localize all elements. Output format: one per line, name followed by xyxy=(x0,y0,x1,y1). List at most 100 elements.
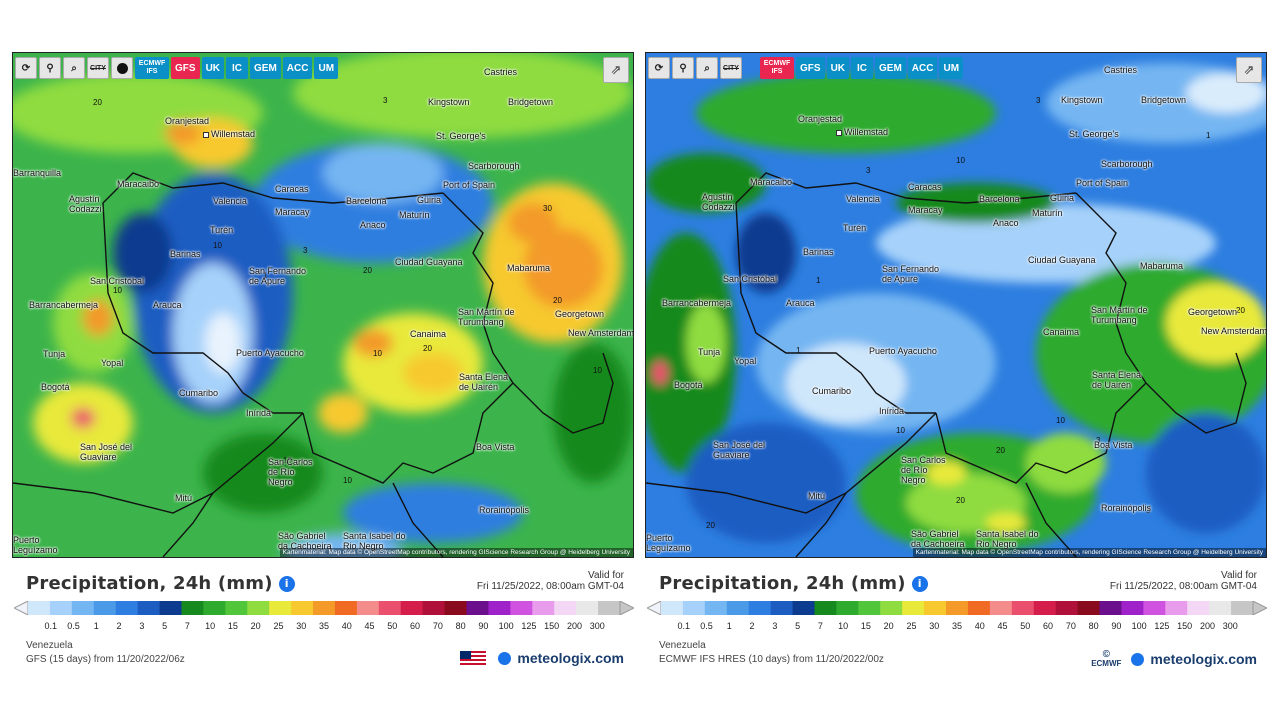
model-gfs-button[interactable]: GFS xyxy=(796,57,825,79)
city-label: Boa Vista xyxy=(476,442,515,452)
city-label: Barranquilla xyxy=(13,168,62,178)
city-label: Rorainópolis xyxy=(479,505,530,515)
scale-swatch xyxy=(334,601,358,615)
scale-swatch xyxy=(1055,601,1079,615)
color-scale-bar xyxy=(647,601,1267,615)
city-label: Turén xyxy=(843,223,867,233)
model-um-button[interactable]: UM xyxy=(314,57,339,79)
city-label: Scarborough xyxy=(1101,159,1153,169)
city-label: Bogotá xyxy=(41,382,70,392)
svg-text:20: 20 xyxy=(553,296,562,305)
scale-tick-label: 50 xyxy=(387,621,398,631)
location-button[interactable]: ⚲ xyxy=(672,57,694,79)
city-label: Yopal xyxy=(734,356,757,366)
scale-tick-label: 300 xyxy=(589,621,605,631)
zoom-button[interactable]: ⌕ xyxy=(63,57,85,79)
zoom-icon: ⌕ xyxy=(71,62,77,74)
info-icon[interactable]: i xyxy=(911,576,928,592)
region-label: Venezuela xyxy=(26,640,73,651)
model-gem-button[interactable]: GEM xyxy=(250,57,281,79)
city-label: Kingstown xyxy=(1061,95,1103,105)
city-label: Valencia xyxy=(213,196,247,206)
city-label: Mabaruma xyxy=(507,263,551,273)
scale-swatch xyxy=(378,601,402,615)
model-uk-button[interactable]: UK xyxy=(201,57,225,79)
svg-text:3: 3 xyxy=(383,96,388,105)
brand-logo[interactable]: meteologix.com xyxy=(460,650,624,666)
scale-swatch xyxy=(1121,601,1144,615)
scale-swatch xyxy=(1231,601,1254,615)
svg-text:10: 10 xyxy=(343,476,352,485)
scale-swatch xyxy=(989,601,1013,615)
location-button[interactable]: ⚲ xyxy=(39,57,61,79)
city-label: Santa Isabel do Rio Negro xyxy=(343,531,406,551)
precipitation-map[interactable]: 20 3 10 20 30 1 3 10 20 10 10 10 20 10 ⟳… xyxy=(12,52,634,558)
model-run-label: ECMWF IFS HRES (10 days) from 11/20/2022… xyxy=(659,654,884,665)
model-acc-button[interactable]: ACC xyxy=(282,57,313,79)
svg-text:20: 20 xyxy=(996,446,1005,455)
city-label: Turén xyxy=(210,225,234,235)
city-label: Santa Elena de Uairén xyxy=(1092,370,1142,390)
model-gfs-button[interactable]: GFS xyxy=(171,57,200,79)
brand-text: meteologix.com xyxy=(517,650,624,666)
scale-swatch xyxy=(836,601,859,615)
dot-icon xyxy=(116,62,128,74)
model-acc-button[interactable]: ACC xyxy=(907,57,938,79)
city-label: San José del Guaviare xyxy=(713,440,766,460)
map-canvas[interactable]: 3 1 10 3 1 1 3 20 20 10 3 20 20 10 xyxy=(646,53,1266,557)
model-ic-button[interactable]: IC xyxy=(851,57,874,79)
scale-swatch xyxy=(400,601,424,615)
scale-swatch xyxy=(770,601,794,615)
scale-tick-label: 100 xyxy=(1131,621,1147,631)
refresh-button[interactable]: ⟳ xyxy=(648,57,670,79)
model-ic-button[interactable]: IC xyxy=(226,57,249,79)
city-label: Oranjestad xyxy=(165,116,210,126)
scale-swatch xyxy=(726,601,750,615)
city-label: San Cristóbal xyxy=(90,276,145,286)
city-label: Arauca xyxy=(153,300,182,310)
scale-swatch xyxy=(682,601,706,615)
svg-text:20: 20 xyxy=(956,496,965,505)
svg-text:10: 10 xyxy=(113,286,122,295)
share-icon: ⇗ xyxy=(1243,62,1255,78)
map-canvas[interactable]: 20 3 10 20 30 1 3 10 20 10 10 10 20 10 xyxy=(13,53,633,557)
map-attribution: Kartenmaterial: Map data © OpenStreetMap… xyxy=(279,548,633,557)
city-label: San Carlos de Río Negro xyxy=(268,457,313,487)
model-gem-button[interactable]: GEM xyxy=(875,57,906,79)
refresh-button[interactable]: ⟳ xyxy=(15,57,37,79)
scale-tick-label: 60 xyxy=(410,621,421,631)
city-toggle-button[interactable]: CITY xyxy=(87,57,109,79)
brand-logo[interactable]: © ECMWF meteologix.com xyxy=(1091,649,1257,669)
city-label: Güiria xyxy=(417,195,442,205)
city-label: Caracas xyxy=(275,184,309,194)
scale-swatch xyxy=(598,601,621,615)
model-um-button[interactable]: UM xyxy=(939,57,964,79)
city-label: San Martín de Turumbang xyxy=(458,307,515,327)
scale-swatch xyxy=(444,601,468,615)
dot-button[interactable] xyxy=(111,57,133,79)
scale-tick-label: 5 xyxy=(795,621,801,631)
scale-tick-label: 3 xyxy=(139,621,145,631)
meteologix-globe-icon xyxy=(1131,652,1145,666)
share-button[interactable]: ⇗ xyxy=(1236,57,1262,83)
scale-swatch xyxy=(291,601,314,615)
city-toggle-button[interactable]: CITY xyxy=(720,57,742,79)
ecmwf-mark-icon: © xyxy=(1102,649,1110,660)
scale-tick-label: 35 xyxy=(318,621,330,631)
model-uk-button[interactable]: UK xyxy=(826,57,850,79)
city-label: Maracaibo xyxy=(750,177,793,187)
scale-swatch xyxy=(814,601,837,615)
scale-tick-label: 70 xyxy=(1065,621,1076,631)
model-ecmwf-button[interactable]: ECMWF IFS xyxy=(760,57,794,79)
svg-text:20: 20 xyxy=(1236,306,1245,315)
zoom-button[interactable]: ⌕ xyxy=(696,57,718,79)
scale-swatch xyxy=(466,601,489,615)
share-button[interactable]: ⇗ xyxy=(603,57,629,83)
city-label: São Gabriel da Cachoeira xyxy=(278,531,332,551)
city-label: Güiria xyxy=(1050,193,1075,203)
info-icon[interactable]: i xyxy=(278,576,295,592)
model-ecmwf-button[interactable]: ECMWF IFS xyxy=(135,57,169,79)
precipitation-map[interactable]: 3 1 10 3 1 1 3 20 20 10 3 20 20 10 ⟳ ⚲ ⌕… xyxy=(645,52,1267,558)
city-label: Scarborough xyxy=(468,161,520,171)
scale-swatch xyxy=(1099,601,1122,615)
